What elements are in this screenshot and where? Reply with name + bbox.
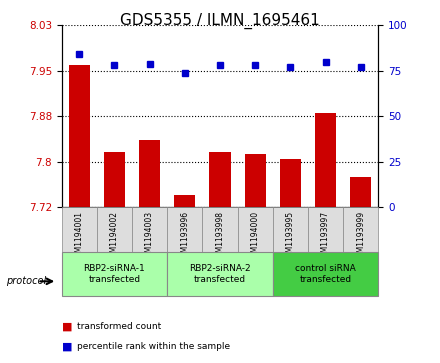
Text: GSM1194000: GSM1194000: [251, 211, 260, 262]
Bar: [343, 207, 378, 252]
Bar: [238, 207, 273, 252]
Bar: [245, 154, 266, 207]
Text: GSM1194002: GSM1194002: [110, 211, 119, 261]
Text: RBP2-siRNA-2
transfected: RBP2-siRNA-2 transfected: [189, 264, 251, 284]
Text: control siRNA
transfected: control siRNA transfected: [295, 264, 356, 284]
Bar: [174, 195, 195, 207]
Bar: [280, 159, 301, 207]
Bar: [273, 252, 378, 296]
Bar: [97, 207, 132, 252]
Text: percentile rank within the sample: percentile rank within the sample: [77, 342, 230, 351]
Text: GSM1193998: GSM1193998: [216, 211, 224, 261]
Text: ■: ■: [62, 322, 72, 332]
Bar: [62, 207, 97, 252]
Bar: [62, 252, 167, 296]
Text: GSM1193997: GSM1193997: [321, 211, 330, 262]
Text: GSM1193995: GSM1193995: [286, 211, 295, 262]
Text: protocol: protocol: [6, 276, 46, 286]
Bar: [209, 152, 231, 207]
Text: RBP2-siRNA-1
transfected: RBP2-siRNA-1 transfected: [84, 264, 145, 284]
Text: GSM1194003: GSM1194003: [145, 211, 154, 262]
Bar: [315, 113, 336, 207]
Bar: [273, 207, 308, 252]
Bar: [350, 177, 371, 207]
Bar: [202, 207, 238, 252]
Text: ■: ■: [62, 342, 72, 352]
Text: GDS5355 / ILMN_1695461: GDS5355 / ILMN_1695461: [120, 13, 320, 29]
Bar: [167, 252, 273, 296]
Text: GSM1193999: GSM1193999: [356, 211, 365, 262]
Text: transformed count: transformed count: [77, 322, 161, 331]
Bar: [308, 207, 343, 252]
Bar: [167, 207, 202, 252]
Bar: [139, 140, 160, 207]
Bar: [104, 152, 125, 207]
Text: GSM1194001: GSM1194001: [75, 211, 84, 261]
Bar: [132, 207, 167, 252]
Bar: [69, 65, 90, 207]
Text: GSM1193996: GSM1193996: [180, 211, 189, 262]
